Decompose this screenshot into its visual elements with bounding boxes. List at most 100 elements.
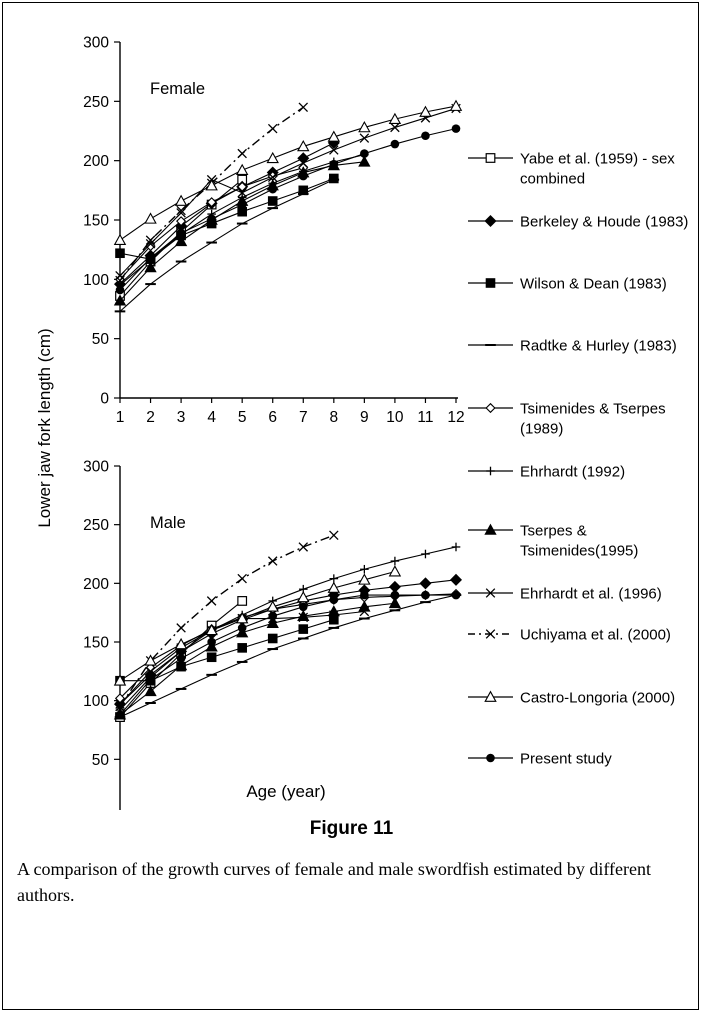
legend-entry-2: Berkeley & Houde (1983)	[468, 214, 688, 231]
legend-label: Uchiyama et al. (2000)	[520, 627, 671, 644]
legend-marker	[484, 690, 497, 702]
data-point	[329, 574, 339, 583]
y-tick-label: 200	[83, 153, 109, 170]
x-tick-label: 12	[447, 409, 464, 426]
x-tick-label: 7	[299, 409, 308, 426]
data-point	[237, 643, 247, 653]
data-point	[145, 666, 156, 677]
data-point	[145, 235, 156, 245]
legend-entry-4: Radtke & Hurley (1983)	[468, 338, 677, 355]
data-point	[449, 573, 463, 586]
legend-label: Present study	[520, 751, 612, 768]
series-6	[115, 542, 461, 715]
series-line	[119, 546, 457, 711]
x-tick-label: 6	[268, 409, 277, 426]
data-point	[115, 710, 125, 720]
legend-entry-8: Ehrhardt et al. (1996)	[468, 586, 662, 603]
data-point	[390, 122, 400, 133]
legend-entry-1: Yabe et al. (1959) - sex combined	[468, 151, 675, 188]
data-point	[360, 149, 369, 158]
data-point	[449, 99, 463, 111]
y-tick-label: 250	[83, 94, 109, 111]
data-point	[266, 616, 279, 629]
data-point	[237, 148, 247, 159]
data-point	[176, 216, 187, 227]
data-point	[115, 248, 125, 259]
data-point	[144, 212, 157, 224]
data-point	[390, 590, 400, 600]
legend-label: Ehrhardt (1992)	[520, 464, 625, 481]
y-axis-label: Lower jaw fork length (cm)	[35, 328, 54, 527]
data-point	[359, 606, 370, 617]
legend-entry-7: Tserpes & Tsimenides(1995)	[468, 523, 638, 560]
x-tick-label: 4	[207, 409, 216, 426]
x-tick-label: 1	[116, 409, 125, 426]
data-point	[298, 602, 308, 612]
data-point	[421, 131, 430, 141]
data-point	[421, 549, 430, 559]
series-line	[119, 179, 335, 312]
y-tick-label: 0	[100, 391, 109, 408]
data-point	[174, 659, 188, 671]
data-point	[329, 159, 339, 169]
data-point	[267, 196, 278, 206]
data-point	[266, 151, 279, 164]
legend-entry-5: Tsimenides & Tserpes (1989)	[468, 401, 666, 438]
data-point	[146, 675, 155, 684]
data-point	[329, 614, 339, 625]
data-point	[390, 556, 400, 566]
data-point	[267, 123, 278, 134]
data-point	[237, 596, 248, 606]
y-tick-label: 300	[83, 35, 109, 52]
data-point	[268, 184, 278, 194]
x-tick-label: 2	[146, 409, 155, 426]
legend-entry-9: Uchiyama et al. (2000)	[468, 627, 671, 644]
data-point	[174, 637, 188, 650]
x-tick-label: 5	[238, 409, 247, 426]
data-point	[298, 612, 309, 623]
data-point	[329, 145, 339, 155]
data-point	[114, 693, 126, 704]
series-line	[119, 128, 457, 291]
legend-marker	[486, 753, 495, 763]
x-tick-label: 11	[417, 409, 433, 426]
y-tick-label: 150	[83, 213, 109, 230]
x-axis-label: Age (year)	[246, 782, 325, 801]
data-point	[205, 623, 218, 636]
series-11	[115, 590, 461, 720]
series-line	[119, 534, 335, 707]
data-point	[298, 158, 309, 168]
series-line	[120, 619, 334, 682]
legend-label: Berkeley & Houde (1983)	[520, 214, 688, 231]
series-7	[113, 596, 402, 720]
data-point	[237, 573, 247, 584]
data-point	[207, 637, 216, 647]
data-point	[266, 600, 279, 612]
legend-marker	[486, 466, 495, 476]
growth-curves-chart: Lower jaw fork length (cm) Age (year) Fe…	[35, 35, 688, 810]
legend-entry-6: Ehrhardt (1992)	[468, 464, 625, 481]
y-tick-label: 250	[83, 517, 109, 534]
legend-entry-10: Castro-Longoria (2000)	[468, 690, 675, 707]
data-point	[388, 580, 401, 593]
data-point	[176, 208, 186, 218]
data-point	[451, 590, 461, 600]
data-point	[388, 565, 402, 577]
data-point	[176, 228, 186, 238]
legend-marker	[485, 153, 496, 163]
legend-marker	[485, 402, 496, 414]
data-point	[329, 595, 339, 605]
figure-caption: A comparison of the growth curves of fem…	[17, 859, 651, 905]
data-point	[327, 581, 341, 593]
legend: Yabe et al. (1959) - sex combined Berkeley…	[468, 151, 688, 768]
data-point	[359, 133, 370, 143]
series-10	[113, 565, 402, 686]
data-point	[235, 612, 249, 624]
data-point	[390, 139, 400, 149]
data-point	[144, 261, 157, 273]
data-point	[419, 577, 432, 590]
x-tick-label: 10	[386, 409, 404, 426]
